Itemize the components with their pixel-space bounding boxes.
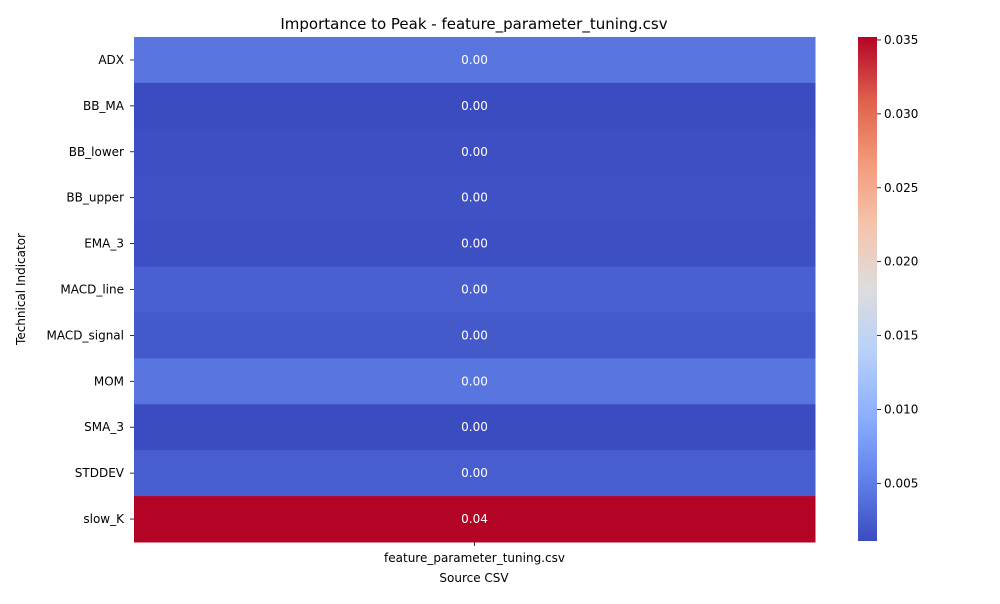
heatmap-cell (134, 220, 816, 268)
y-tick-label: BB_MA (83, 99, 125, 113)
cell-annotation: 0.00 (461, 328, 488, 342)
cell-annotation: 0.04 (461, 512, 488, 526)
cell-annotations: 0.00 0.00 0.00 0.00 0.00 0.00 0.00 0.00 0.00 0.00… (461, 53, 488, 526)
y-tick-label: MOM (94, 374, 124, 388)
cell-annotation: 0.00 (461, 145, 488, 159)
heatmap-cells (134, 37, 816, 543)
colorbar-tick-label: 0.035 (884, 33, 918, 47)
y-tick-labels: ADX BB_MA BB_lower BB_upper EMA_3 MACD_line MA… (47, 53, 134, 526)
cell-annotation: 0.00 (461, 237, 488, 251)
colorbar-ticks: 0.005 0.010 0.015 0.020 0.025 0.030 0.035 (877, 33, 918, 490)
x-axis-label: Source CSV (439, 571, 509, 585)
cell-annotation: 0.00 (461, 191, 488, 205)
heatmap-cell (134, 82, 816, 130)
heatmap-cell (134, 404, 816, 451)
cell-annotation: 0.00 (461, 420, 488, 434)
x-tick-label: feature_parameter_tuning.csv (384, 551, 565, 565)
colorbar-tick-label: 0.010 (884, 402, 918, 416)
x-tick-labels: feature_parameter_tuning.csv (384, 542, 565, 565)
heatmap-cell (134, 358, 816, 405)
colorbar-gradient (858, 37, 877, 541)
cell-annotation: 0.00 (461, 53, 488, 67)
heatmap-cell (134, 450, 816, 497)
y-tick-label: BB_lower (69, 145, 124, 159)
y-tick-label: MACD_signal (47, 328, 124, 342)
heatmap-cell (134, 174, 816, 222)
y-tick-label: SMA_3 (84, 420, 124, 434)
y-tick-label: BB_upper (66, 191, 124, 205)
y-tick-label: MACD_line (60, 283, 124, 297)
y-tick-label: slow_K (83, 512, 125, 526)
cell-annotation: 0.00 (461, 466, 488, 480)
heatmap-cell (134, 312, 816, 359)
cell-annotation: 0.00 (461, 283, 488, 297)
colorbar-tick-label: 0.015 (884, 329, 918, 343)
colorbar-tick-label: 0.030 (884, 107, 918, 121)
y-axis-label: Technical Indicator (14, 233, 28, 346)
y-tick-label: ADX (98, 53, 124, 67)
colorbar: 0.005 0.010 0.015 0.020 0.025 0.030 0.035 (858, 33, 918, 541)
cell-annotation: 0.00 (461, 374, 488, 388)
cell-annotation: 0.00 (461, 99, 488, 113)
heatmap-cell (134, 496, 816, 543)
chart-title: Importance to Peak - feature_parameter_t… (280, 15, 667, 34)
heatmap-cell (134, 37, 816, 84)
colorbar-tick-label: 0.025 (884, 181, 918, 195)
y-tick-label: EMA_3 (84, 237, 124, 251)
colorbar-tick-label: 0.005 (884, 476, 918, 490)
heatmap-cell (134, 128, 816, 176)
colorbar-tick-label: 0.020 (884, 255, 918, 269)
y-tick-label: STDDEV (75, 466, 125, 480)
heatmap-cell (134, 266, 816, 313)
